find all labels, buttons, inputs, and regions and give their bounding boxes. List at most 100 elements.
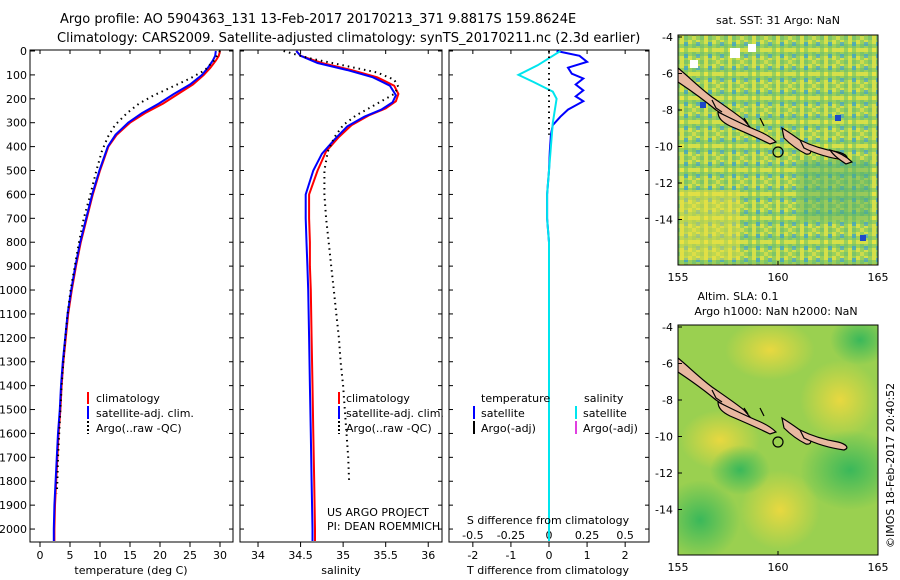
depth-tick-label: 800 — [6, 236, 27, 249]
lon-tick-label: 155 — [668, 561, 689, 574]
depth-tick-label: 1300 — [0, 356, 27, 369]
salinity-axis-label: salinity — [321, 564, 361, 577]
sla-map-image — [678, 325, 878, 555]
project-note: US ARGO PROJECT — [327, 506, 429, 519]
lon-tick-label: 160 — [768, 561, 789, 574]
s-difference-axis-label: S difference from climatology — [467, 514, 630, 527]
s-tick-label: -0.25 — [497, 529, 525, 542]
x-tick-label: 36 — [421, 549, 435, 562]
s-tick-label: -0.5 — [462, 529, 483, 542]
x-tick-label: 25 — [183, 549, 197, 562]
lon-tick-label: 160 — [768, 271, 789, 284]
x-tick-label: 1 — [584, 549, 591, 562]
map1-axes: -4 -6 -8 -10 -12 -14 155 160 165 — [655, 31, 888, 284]
lon-tick-label: 155 — [668, 271, 689, 284]
title-line-1: Argo profile: AO 5904363_131 13-Feb-2017… — [60, 12, 576, 27]
lat-tick-label: -14 — [655, 504, 673, 517]
depth-axis: 0 100 200 300 400 500 600 700 800 900 1000 1100 1200… — [0, 45, 649, 536]
difference-legend: temperature satellite Argo(-adj) salinit… — [473, 392, 638, 435]
legend-argo: Argo(..raw -QC) — [346, 422, 432, 435]
legend-temperature-title: temperature — [481, 392, 550, 405]
salinity-plot: 34 34.5 35 35.5 36 — [251, 50, 435, 562]
s-tick-label: 0.5 — [616, 529, 634, 542]
salinity-legend: climatology satellite-adj. clim. Argo(..… — [338, 392, 444, 435]
depth-tick-label: 1200 — [0, 332, 27, 345]
map2-title-2: Argo h1000: NaN h2000: NaN — [694, 305, 857, 318]
temperature-legend: climatology satellite-adj. clim. Argo(..… — [87, 392, 194, 435]
x-tick-label: 35 — [336, 549, 350, 562]
legend-t-satellite: satellite — [481, 407, 525, 420]
x-tick-label: 5 — [67, 549, 74, 562]
temperature-panel-frame — [29, 49, 234, 543]
lat-tick-label: -6 — [662, 68, 673, 81]
x-tick-label: -2 — [467, 549, 478, 562]
depth-tick-label: 1700 — [0, 451, 27, 464]
depth-tick-label: 1600 — [0, 427, 27, 440]
depth-tick-label: 1900 — [0, 499, 27, 512]
sst-map-image — [678, 35, 878, 265]
depth-tick-label: 600 — [6, 188, 27, 201]
s-tick-label: 0.25 — [575, 529, 600, 542]
legend-t-argo: Argo(-adj) — [481, 422, 536, 435]
x-tick-label: 2 — [622, 549, 629, 562]
difference-plot: -2 -1 0 1 2-0.5 -0.25 0 0.25 0.5 — [462, 50, 634, 562]
x-tick-label: 30 — [213, 549, 227, 562]
x-tick-label: 35.5 — [373, 549, 398, 562]
x-tick-label: 10 — [93, 549, 107, 562]
x-tick-label: 0 — [546, 549, 553, 562]
legend-salinity-title: salinity — [584, 392, 624, 405]
lat-tick-label: -14 — [655, 214, 673, 227]
map2-title-1: Altim. SLA: 0.1 — [697, 290, 778, 303]
depth-tick-label: 300 — [6, 117, 27, 130]
legend-s-argo: Argo(-adj) — [583, 422, 638, 435]
temperature-plot: 0 5 10 15 20 25 30 — [37, 50, 227, 562]
lat-tick-label: -6 — [662, 358, 673, 371]
depth-tick-label: 700 — [6, 212, 27, 225]
map2-axes: -4 -6 -8 -10 -12 -14 155 160 165 — [655, 321, 888, 574]
depth-tick-label: 400 — [6, 141, 27, 154]
legend-climatology: climatology — [346, 392, 410, 405]
lat-tick-label: -12 — [655, 467, 673, 480]
legend-argo: Argo(..raw -QC) — [96, 422, 182, 435]
series-line-satellite-adj-clim- — [52, 50, 217, 541]
depth-tick-label: 500 — [6, 165, 27, 178]
lat-tick-label: -10 — [655, 431, 673, 444]
x-tick-label: 34.5 — [288, 549, 313, 562]
lat-tick-label: -8 — [662, 394, 673, 407]
title-line-2: Climatology: CARS2009. Satellite-adjuste… — [57, 31, 640, 46]
depth-tick-label: 1100 — [0, 308, 27, 321]
depth-tick-label: 1400 — [0, 380, 27, 393]
t-difference-axis-label: T difference from climatology — [466, 564, 629, 577]
depth-tick-label: 1000 — [0, 284, 27, 297]
lon-tick-label: 165 — [868, 561, 889, 574]
map1-title: sat. SST: 31 Argo: NaN — [716, 14, 840, 27]
temperature-axis-label: temperature (deg C) — [74, 564, 187, 577]
series-line-argo-raw-qc- — [55, 50, 221, 494]
legend-satellite-adj: satellite-adj. clim. — [96, 407, 194, 420]
x-tick-label: -1 — [505, 549, 516, 562]
legend-climatology: climatology — [96, 392, 160, 405]
series-line-s-satellite — [516, 50, 561, 541]
watermark: ©IMOS 18-Feb-2017 20:40:52 — [884, 383, 897, 548]
lat-tick-label: -8 — [662, 104, 673, 117]
series-line-satellite-adj-clim- — [295, 50, 398, 541]
x-tick-label: 34 — [251, 549, 265, 562]
salinity-panel-frame — [239, 49, 443, 543]
depth-tick-label: 900 — [6, 260, 27, 273]
depth-tick-label: 2000 — [0, 523, 27, 536]
lat-tick-label: -12 — [655, 177, 673, 190]
pi-note: PI: DEAN ROEMMICH — [327, 520, 440, 533]
x-tick-label: 15 — [123, 549, 137, 562]
lat-tick-label: -4 — [662, 321, 673, 334]
series-line-climatology — [295, 50, 400, 541]
x-tick-label: 0 — [37, 549, 44, 562]
depth-tick-label: 0 — [20, 45, 27, 58]
series-line-climatology — [53, 50, 221, 541]
legend-s-satellite: satellite — [583, 407, 627, 420]
x-tick-label: 20 — [153, 549, 167, 562]
lat-tick-label: -4 — [662, 31, 673, 44]
depth-tick-label: 200 — [6, 93, 27, 106]
depth-tick-label: 1500 — [0, 404, 27, 417]
legend-satellite-adj: satellite-adj. clim. — [346, 407, 444, 420]
